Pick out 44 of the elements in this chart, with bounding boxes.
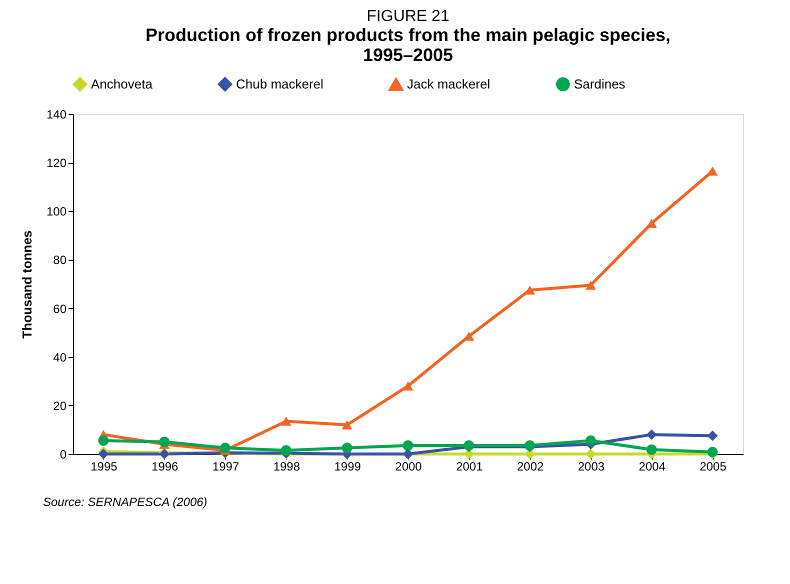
legend-label: Chub mackerel [236, 76, 324, 92]
chart-title: Production of frozen products from the main pelagic species, 1995–2005 [145, 25, 671, 65]
y-tick-label: 140 [46, 108, 67, 122]
point [280, 445, 292, 456]
y-tick-label: 100 [46, 204, 67, 219]
source-note: Source: SERNAPESCA (2006) [43, 495, 208, 509]
caption: FIGURE 21 [366, 8, 450, 25]
point [707, 430, 718, 442]
y-tick-label: 80 [53, 253, 67, 268]
x-tick-label: 2002 [516, 460, 544, 474]
legend-label: Jack mackerel [407, 76, 490, 92]
y-tick-label: 120 [46, 156, 67, 170]
x-tick-label: 2000 [395, 460, 422, 474]
point [646, 429, 657, 440]
x-tick-label: 1999 [334, 460, 362, 474]
x-tick-label: 1995 [90, 460, 118, 474]
y-axis-title: Thousand tonnes [19, 230, 34, 339]
point [585, 280, 596, 290]
point [98, 435, 109, 446]
x-tick-label: 2004 [638, 460, 666, 474]
y-tick-label: 0 [60, 448, 67, 462]
point [646, 444, 657, 455]
point [280, 416, 292, 426]
point [402, 381, 414, 391]
point [402, 440, 414, 451]
x-tick-label: 2003 [578, 460, 605, 474]
y-tick-label: 40 [53, 350, 67, 364]
point [159, 436, 170, 448]
x-tick-label: 2005 [700, 460, 727, 474]
point [98, 448, 109, 460]
x-tick-label: 1998 [273, 460, 300, 474]
x-tick-label: 2001 [456, 460, 484, 474]
point [342, 442, 352, 454]
x-tick-label: 1996 [152, 460, 179, 474]
x-tick-label: 1997 [212, 460, 240, 474]
point [524, 286, 536, 295]
y-tick-label: 20 [53, 398, 67, 413]
legend-label: Sardines [574, 76, 626, 92]
point [585, 435, 596, 446]
point [646, 218, 657, 228]
legend-label: Anchoveta [91, 76, 154, 92]
point [342, 420, 352, 430]
point [220, 442, 231, 454]
y-tick-label: 60 [53, 302, 67, 316]
